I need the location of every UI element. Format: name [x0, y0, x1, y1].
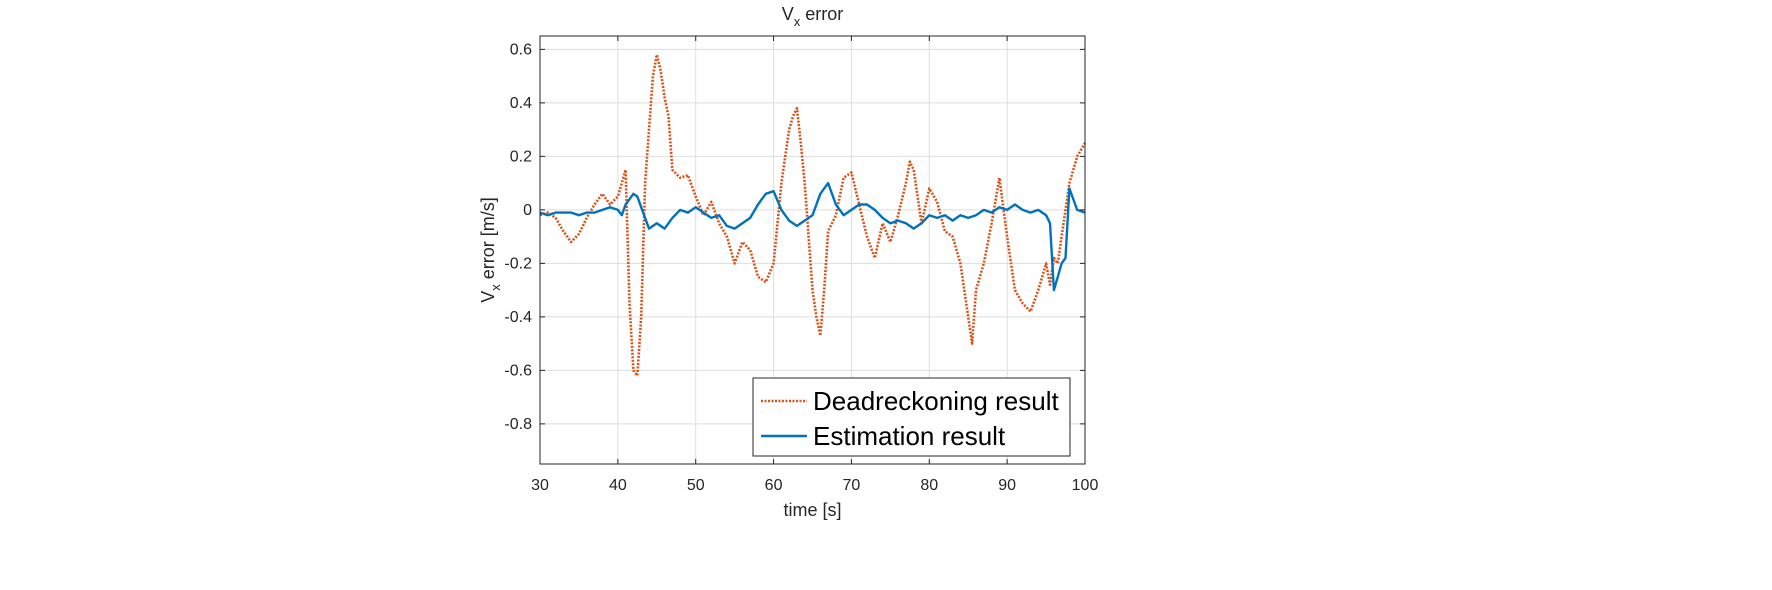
x-tick-label: 70	[843, 477, 861, 494]
y-axis-label-main: V	[478, 291, 498, 303]
x-tick-label: 80	[920, 477, 938, 494]
y-tick-label: -0.2	[504, 255, 532, 272]
legend: Deadreckoning result Estimation result	[752, 377, 1071, 457]
y-tick-label: 0.6	[510, 41, 532, 58]
chart-title-main: V	[782, 4, 794, 24]
series-line-estimation	[539, 181, 1086, 292]
x-tick-label: 60	[765, 477, 783, 494]
axes-box	[539, 35, 1086, 465]
series-line-deadreckoning	[539, 53, 1087, 378]
legend-box	[752, 377, 1071, 457]
y-tick-label: -0.6	[504, 362, 532, 379]
legend-label-deadreckoning: Deadreckoning result	[813, 386, 1059, 416]
chart-title-subscript: x	[794, 14, 801, 29]
y-axis-label-subscript: x	[488, 284, 503, 291]
legend-label-estimation: Estimation result	[813, 421, 1006, 451]
x-tick-label: 30	[531, 477, 549, 494]
x-tick-label: 90	[998, 477, 1016, 494]
y-axis-label-rest: error [m/s]	[478, 197, 498, 284]
x-tick-label: 50	[687, 477, 705, 494]
y-tick-label: -0.8	[504, 416, 532, 433]
x-axis-label: time [s]	[783, 500, 841, 520]
x-tick-label: 40	[609, 477, 627, 494]
y-axis-label: Vx error [m/s]	[478, 197, 503, 303]
y-tick-label: 0.2	[510, 148, 532, 165]
chart-title-rest: error	[800, 4, 843, 24]
y-tick-label: -0.4	[504, 309, 532, 326]
x-tick-label: 100	[1072, 477, 1099, 494]
y-tick-label: 0	[523, 202, 532, 219]
series-layer	[539, 53, 1087, 378]
y-tick-label: 0.4	[510, 95, 532, 112]
chart-title: Vx error	[782, 4, 844, 29]
ticks: 30 40 50 60 70 80 90 100 -0.8 -0.6 -0.4 -0.2 0 0.2 0.4…	[504, 36, 1098, 494]
